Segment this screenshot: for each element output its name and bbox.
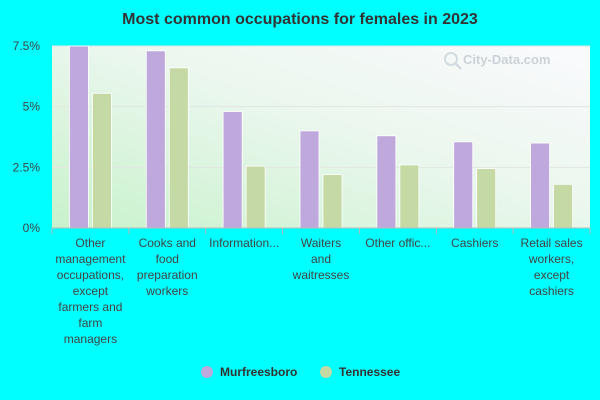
legend-label-murfreesboro: Murfreesboro: [220, 365, 297, 379]
bar-tennessee-3: [322, 174, 343, 229]
legend: Murfreesboro Tennessee: [201, 365, 400, 379]
bar-tennessee-6: [553, 183, 573, 229]
legend-label-tennessee: Tennessee: [339, 365, 400, 379]
bar-murfreesboro-4: [376, 135, 397, 229]
y-tick-label: 5%: [23, 100, 41, 114]
y-axis: 0% 2.5% 5% 7.5%: [13, 39, 41, 235]
x-tick-label: Cashiers: [451, 236, 498, 250]
bar-murfreesboro-3: [299, 130, 320, 229]
y-tick-label: 7.5%: [13, 39, 41, 53]
x-tick-label: Other offic...: [365, 236, 430, 250]
gridlines: [52, 45, 590, 168]
x-axis: [51, 227, 591, 234]
x-tick-labels: Other management occupations, except farmers…: [55, 236, 582, 346]
bar-tennessee-0: [92, 92, 112, 229]
x-tick-label: Other management occupations, except farmers…: [55, 236, 126, 346]
bar-murfreesboro-5: [453, 141, 474, 229]
y-tick-label: 2.5%: [13, 160, 41, 174]
bars: [69, 45, 573, 229]
bar-tennessee-2: [245, 165, 266, 229]
watermark: City-Data.com: [444, 52, 550, 70]
bar-murfreesboro-0: [69, 45, 89, 229]
legend-swatch-murfreesboro: [201, 366, 213, 378]
x-tick-label: Information...: [209, 236, 279, 250]
bar-tennessee-1: [168, 67, 189, 229]
y-tick-label: 0%: [23, 221, 41, 235]
bar-tennessee-4: [399, 164, 420, 229]
x-tick-label: Retail sales workers, except cashiers: [521, 236, 583, 298]
chart-title: Most common occupations for females in 2…: [122, 11, 478, 28]
bar-murfreesboro-2: [222, 111, 243, 229]
watermark-text: City-Data.com: [463, 52, 550, 67]
legend-swatch-tennessee: [320, 366, 332, 378]
plot-area: [52, 46, 590, 228]
bar-murfreesboro-1: [145, 50, 166, 229]
x-tick-label: Waiters and waitresses: [292, 236, 350, 282]
bar-murfreesboro-6: [530, 142, 550, 229]
bar-tennessee-5: [476, 168, 497, 229]
watermark-search-icon: [444, 52, 462, 70]
x-tick-label: Cooks and food preparation workers: [137, 236, 198, 298]
